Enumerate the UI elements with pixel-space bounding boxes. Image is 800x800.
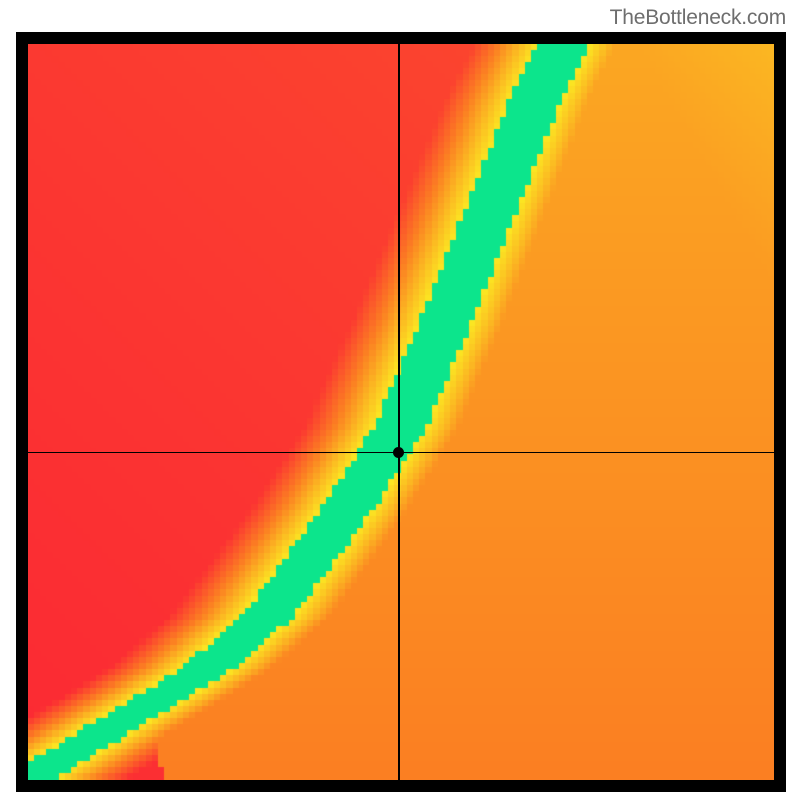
crosshair-vertical	[398, 44, 400, 780]
heatmap-canvas	[28, 44, 774, 780]
chart-container: TheBottleneck.com	[0, 0, 800, 800]
heatmap-area	[28, 44, 774, 780]
watermark-text: TheBottleneck.com	[610, 6, 786, 30]
